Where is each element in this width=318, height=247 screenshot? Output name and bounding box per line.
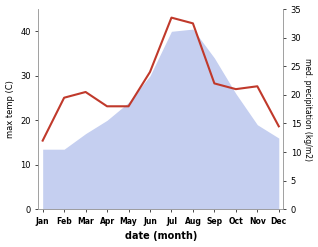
- Y-axis label: max temp (C): max temp (C): [5, 80, 15, 138]
- Y-axis label: med. precipitation (kg/m2): med. precipitation (kg/m2): [303, 58, 313, 161]
- X-axis label: date (month): date (month): [125, 231, 197, 242]
